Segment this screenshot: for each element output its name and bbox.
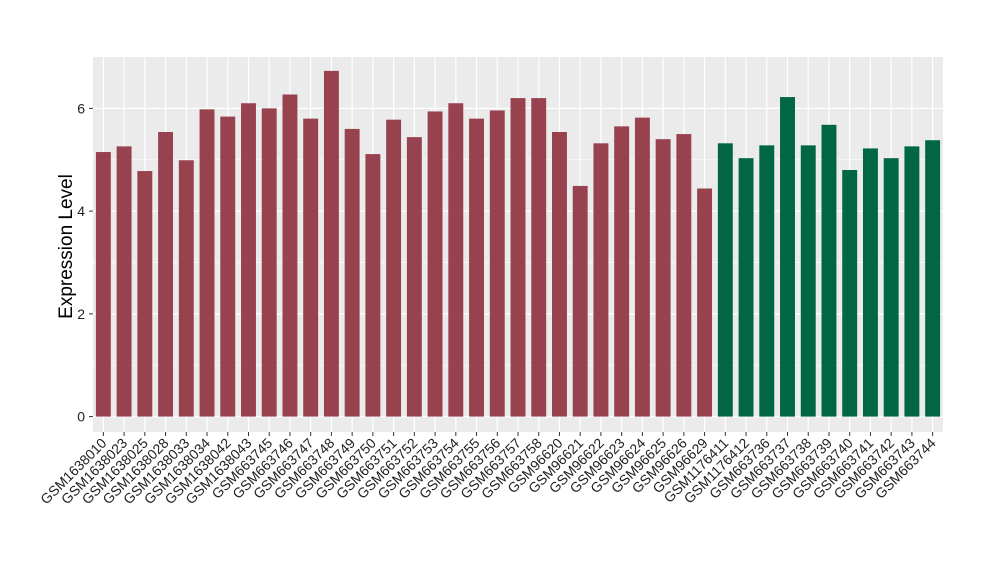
bar-GSM663742 bbox=[883, 158, 899, 417]
bar-GSM663755 bbox=[469, 118, 484, 417]
y-tick-label: 4 bbox=[77, 203, 85, 219]
y-axis: 0 2 4 6 bbox=[77, 100, 93, 425]
bar-GSM663754 bbox=[448, 103, 464, 417]
bar-GSM1638042 bbox=[220, 116, 236, 417]
bar-GSM663739 bbox=[821, 124, 837, 417]
bar-GSM663741 bbox=[862, 148, 878, 417]
bar-GSM663750 bbox=[365, 154, 381, 417]
y-axis-title: Expression Level bbox=[56, 174, 77, 319]
bar-GSM96622 bbox=[593, 143, 609, 417]
bar-GSM663747 bbox=[303, 118, 319, 417]
bar-GSM663737 bbox=[780, 97, 795, 417]
bar-GSM1638033 bbox=[178, 160, 194, 417]
bar-GSM663736 bbox=[759, 145, 775, 417]
bar-GSM1176411 bbox=[717, 143, 733, 417]
bar-GSM663752 bbox=[406, 137, 422, 417]
bar-GSM663744 bbox=[925, 140, 941, 417]
bar-GSM1176412 bbox=[738, 158, 754, 417]
bar-GSM663751 bbox=[386, 119, 402, 417]
bar-GSM96626 bbox=[676, 134, 692, 417]
bar-GSM1638025 bbox=[137, 171, 153, 417]
bar-GSM663757 bbox=[510, 98, 526, 417]
bar-GSM96629 bbox=[697, 188, 713, 417]
bar-GSM96620 bbox=[552, 132, 567, 417]
y-tick-label: 0 bbox=[77, 409, 85, 425]
x-axis: GSM1638010GSM1638023GSM1638025GSM1638028… bbox=[37, 432, 939, 507]
bar-GSM1638023 bbox=[116, 146, 132, 417]
bar-GSM96624 bbox=[634, 117, 650, 417]
bars bbox=[95, 70, 941, 417]
bar-GSM1638034 bbox=[199, 109, 215, 417]
bar-GSM663758 bbox=[531, 98, 547, 417]
y-tick-label: 6 bbox=[77, 100, 85, 116]
bar-GSM96623 bbox=[614, 126, 630, 417]
bar-GSM663756 bbox=[489, 110, 505, 417]
bar-GSM663753 bbox=[427, 111, 443, 417]
bar-GSM663743 bbox=[904, 146, 920, 417]
bar-GSM663738 bbox=[800, 145, 816, 417]
bar-GSM663749 bbox=[344, 128, 360, 417]
bar-GSM96625 bbox=[655, 139, 671, 417]
bar-GSM1638043 bbox=[241, 103, 256, 417]
bar-GSM663746 bbox=[282, 94, 298, 417]
bar-GSM96621 bbox=[572, 185, 588, 417]
bar-GSM1638010 bbox=[95, 152, 111, 417]
bar-GSM663745 bbox=[261, 108, 277, 417]
bar-GSM663740 bbox=[842, 170, 858, 417]
y-tick-label: 2 bbox=[77, 306, 85, 322]
bar-GSM1638028 bbox=[158, 132, 174, 417]
bar-GSM663748 bbox=[323, 70, 339, 417]
